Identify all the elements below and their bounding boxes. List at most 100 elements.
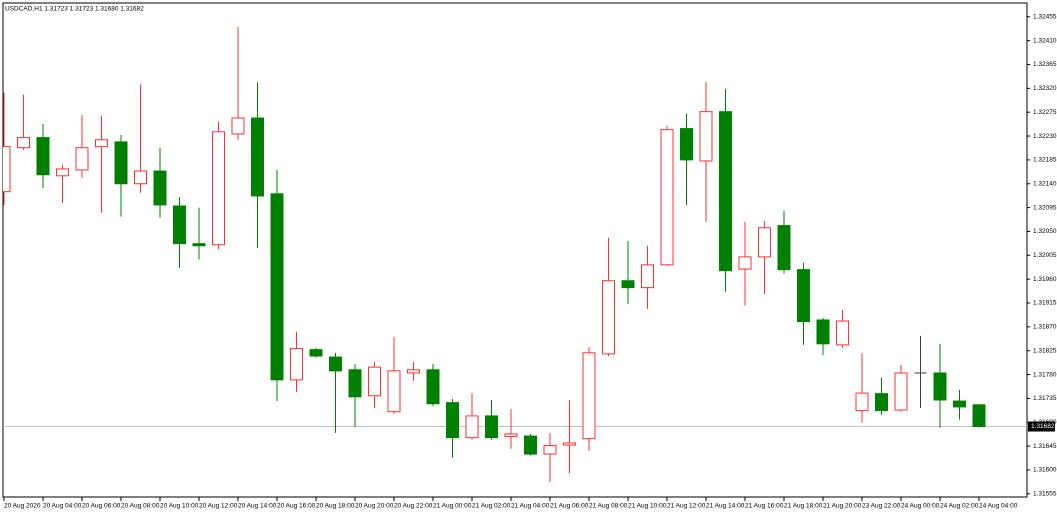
x-tick-label: 20 Aug 14:00 — [238, 503, 277, 510]
x-tick-label: 20 Aug 06:00 — [82, 503, 121, 510]
candle-body — [582, 352, 596, 440]
x-tick-label: 21 Aug 02:00 — [472, 503, 511, 510]
candle-body — [680, 128, 693, 161]
candle-body — [894, 372, 908, 411]
y-tick-label: 1.32320 — [1033, 85, 1057, 92]
y-tick-label: 1.32275 — [1033, 109, 1057, 116]
y-tick-label: 1.31735 — [1033, 395, 1057, 402]
y-tick-label: 1.32455 — [1033, 13, 1057, 20]
x-tick-label: 21 Aug 14:00 — [706, 503, 745, 510]
candle-body — [485, 415, 498, 439]
x-tick-label: 23 Aug 22:00 — [862, 503, 901, 510]
x-tick-label: 20 Aug 18:00 — [316, 503, 355, 510]
candle-body — [660, 129, 674, 266]
plot-frame — [2, 2, 1028, 498]
candle-body — [153, 170, 167, 206]
candle-body — [231, 117, 245, 135]
candle-body — [719, 111, 732, 272]
candle-body — [251, 117, 264, 197]
candle-body — [836, 320, 849, 346]
x-tick-label: 21 Aug 18:00 — [784, 503, 823, 510]
y-tick-label: 1.32365 — [1033, 61, 1057, 68]
candle-body — [563, 442, 576, 446]
x-tick-label: 20 Aug 10:00 — [160, 503, 199, 510]
y-tick-label: 1.31555 — [1033, 491, 1057, 498]
plot-area — [3, 26, 986, 483]
x-tick-label: 20 Aug 12:00 — [199, 503, 238, 510]
x-tick-label: 21 Aug 04:00 — [511, 503, 550, 510]
candle-body — [426, 369, 440, 405]
candle-body — [95, 139, 108, 148]
candle-body — [309, 349, 323, 357]
x-tick-label: 20 Aug 04:00 — [43, 503, 82, 510]
candle-body — [504, 433, 518, 438]
x-tick-label: 20 Aug 08:00 — [121, 503, 160, 510]
y-tick-label: 1.32140 — [1033, 180, 1057, 187]
candle-body — [56, 168, 69, 177]
x-tick-label: 21 Aug 12:00 — [667, 503, 706, 510]
candle-body — [290, 348, 303, 381]
candle-body — [641, 264, 654, 289]
candle-body — [329, 356, 342, 372]
x-tick-label: 20 Aug 2020 — [4, 503, 41, 510]
x-tick-label: 24 Aug 02:00 — [940, 503, 979, 510]
candle-body — [933, 372, 947, 401]
candle-body — [758, 227, 771, 258]
x-tick-label: 20 Aug 22:00 — [394, 503, 433, 510]
y-tick-label: 1.32410 — [1033, 37, 1057, 44]
x-tick-label: 21 Aug 20:00 — [823, 503, 862, 510]
candle-body — [173, 205, 186, 245]
candle-body — [465, 415, 479, 439]
candle-body — [621, 280, 635, 289]
x-tick-label: 20 Aug 20:00 — [355, 503, 394, 510]
y-tick-label: 1.32185 — [1033, 157, 1057, 164]
chart-title: USDCAD,H1 1.31723 1.31723 1.31680 1.3168… — [5, 6, 144, 13]
y-tick-label: 1.31780 — [1033, 371, 1057, 378]
x-tick-label: 24 Aug 04:00 — [979, 503, 1018, 510]
y-tick-label: 1.31600 — [1033, 467, 1057, 474]
candle-body — [407, 369, 420, 374]
candle-body — [36, 137, 50, 176]
candle-body — [972, 404, 986, 428]
candle-body — [797, 269, 810, 323]
candle-body — [387, 370, 401, 413]
y-tick-label: 1.32095 — [1033, 204, 1057, 211]
candle-body — [543, 445, 557, 455]
x-tick-label: 21 Aug 10:00 — [628, 503, 667, 510]
candle-body — [134, 170, 147, 185]
candle-body — [777, 225, 791, 271]
x-tick-label: 21 Aug 08:00 — [589, 503, 628, 510]
y-tick-label: 1.32230 — [1033, 133, 1057, 140]
candle-body — [17, 137, 30, 149]
candle-body — [348, 369, 362, 398]
y-tick-label: 1.31645 — [1033, 443, 1057, 450]
candle-body — [212, 131, 225, 246]
candle-body — [524, 435, 537, 455]
candle-body — [699, 111, 713, 162]
x-tick-label: 21 Aug 06:00 — [550, 503, 589, 510]
last-price-label: 1.31682 — [1031, 423, 1055, 430]
x-tick-label: 21 Aug 16:00 — [745, 503, 784, 510]
candle-body — [816, 319, 830, 345]
candle-body — [738, 256, 752, 270]
y-tick-label: 1.31960 — [1033, 276, 1057, 283]
candle-body — [875, 393, 888, 412]
candle-body — [75, 147, 89, 171]
y-tick-label: 1.31825 — [1033, 347, 1057, 354]
x-tick-label: 24 Aug 00:00 — [901, 503, 940, 510]
candle-body — [602, 280, 615, 355]
candle-body — [855, 392, 869, 412]
candle-body — [270, 193, 284, 381]
candle-body — [953, 400, 966, 408]
candle-body — [3, 146, 11, 193]
last-price-box — [1028, 421, 1055, 432]
y-tick-label: 1.32005 — [1033, 252, 1057, 259]
candle-body — [192, 243, 206, 247]
y-tick-label: 1.32050 — [1033, 228, 1057, 235]
candle-body — [446, 402, 459, 439]
y-tick-label: 1.31915 — [1033, 300, 1057, 307]
y-tick-label: 1.31870 — [1033, 324, 1057, 331]
candle-body — [368, 366, 381, 397]
